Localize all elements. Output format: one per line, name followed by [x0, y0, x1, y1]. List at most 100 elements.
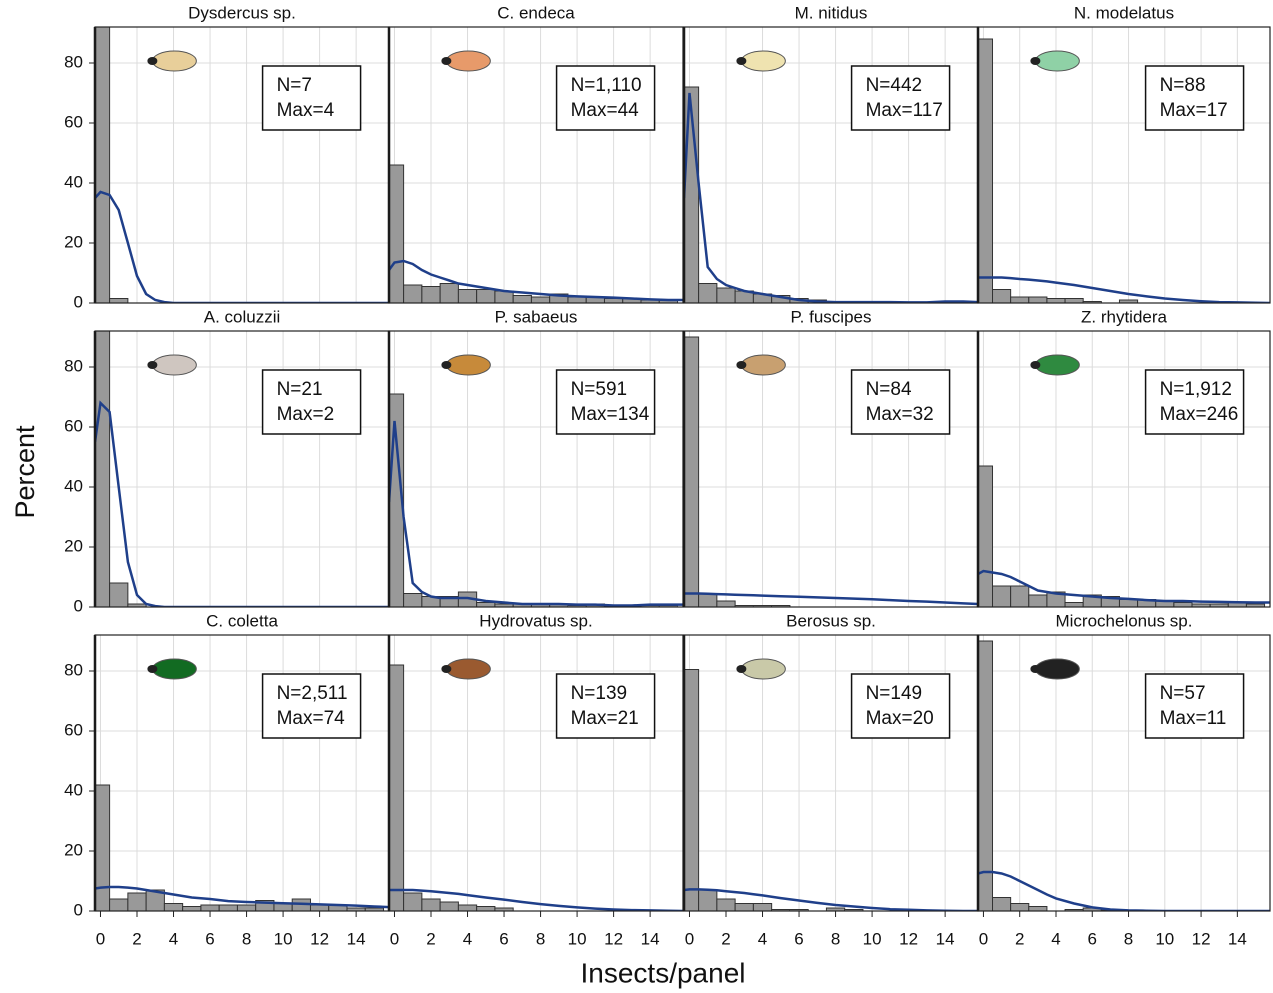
- density-curve: [978, 870, 1270, 911]
- bar: [1118, 299, 1139, 303]
- annotation-text: Max=44: [571, 100, 640, 121]
- bar: [789, 909, 809, 911]
- x-tick-label: 0: [96, 929, 105, 948]
- bar: [1082, 301, 1102, 303]
- bar: [457, 289, 478, 303]
- annotation-text: Max=246: [1160, 404, 1239, 425]
- panel-title: Berosus sp.: [786, 611, 876, 630]
- x-tick-label: 10: [1155, 929, 1174, 948]
- bar: [457, 904, 478, 911]
- annotation-text: Max=32: [866, 404, 934, 425]
- bar: [95, 27, 111, 303]
- y-tick-label: 0: [74, 292, 83, 311]
- bar: [716, 287, 736, 303]
- bar: [109, 582, 129, 607]
- panel: M. nitidus N=442 Max=117: [682, 3, 979, 304]
- panel: N. modelatus N=88 Max=17: [976, 3, 1271, 304]
- bar: [403, 593, 423, 607]
- panel-title: M. nitidus: [795, 3, 868, 22]
- bar: [530, 296, 551, 303]
- insect-icon-head: [1030, 665, 1041, 673]
- x-tick-label: 0: [685, 929, 694, 948]
- x-tick-label: 4: [463, 929, 472, 948]
- density-curve: [95, 885, 389, 909]
- x-tick-label: 8: [1124, 929, 1133, 948]
- insect-icon: [1034, 658, 1080, 680]
- panel-frame: [977, 330, 1271, 608]
- y-tick-label: 60: [64, 720, 83, 739]
- insect-icon-head: [147, 665, 158, 673]
- bar: [439, 901, 459, 911]
- annotation-box: [850, 65, 951, 131]
- bar: [698, 593, 718, 607]
- insect-icon-head: [147, 57, 158, 65]
- density-curve: [389, 259, 683, 302]
- x-tick-label: 0: [979, 929, 988, 948]
- bar: [494, 907, 514, 911]
- plot-area: [389, 664, 683, 911]
- bar: [1028, 296, 1048, 303]
- bar: [603, 298, 624, 303]
- bar: [182, 906, 202, 911]
- density-curve: [684, 888, 978, 911]
- bar: [1064, 602, 1084, 607]
- bar: [1010, 296, 1030, 303]
- insect-icon: [740, 658, 786, 680]
- panel-frame: [977, 26, 1271, 304]
- insect-icon-head: [1030, 57, 1041, 65]
- density-curve: [978, 276, 1270, 303]
- bar: [1173, 602, 1193, 607]
- panel-frame: [977, 634, 1271, 912]
- insect-icon-head: [441, 57, 452, 65]
- density-curve: [389, 420, 683, 607]
- bar: [109, 898, 129, 911]
- x-tick-label: 12: [1192, 929, 1211, 948]
- density-curve: [684, 592, 978, 606]
- annotation-text: N=1,110: [571, 75, 642, 96]
- y-tick-label: 20: [64, 232, 83, 251]
- insect-icon: [740, 50, 786, 72]
- plot-area: [95, 331, 389, 607]
- y-tick-label: 60: [64, 112, 83, 131]
- x-tick-label: 14: [936, 929, 955, 948]
- annotation-box: [261, 65, 362, 131]
- bar: [421, 286, 441, 303]
- x-tick-label: 8: [242, 929, 251, 948]
- bar: [163, 903, 184, 911]
- bar: [236, 904, 257, 911]
- density-curve: [389, 888, 683, 911]
- panel-title: Dysdercus sp.: [188, 3, 296, 22]
- x-tick-label: 12: [899, 929, 918, 948]
- panel: P. sabaeus N=591 Max=134: [387, 307, 684, 608]
- x-tick-label: 6: [794, 929, 803, 948]
- x-tick-label: 0: [390, 929, 399, 948]
- insect-icon-head: [736, 57, 747, 65]
- bar: [978, 640, 994, 911]
- bar: [992, 289, 1012, 303]
- bar: [716, 898, 736, 911]
- y-tick-label: 20: [64, 536, 83, 555]
- annotation-box: [1144, 673, 1245, 739]
- bar: [95, 331, 111, 607]
- insect-icon: [1034, 354, 1080, 376]
- panel-title: N. modelatus: [1074, 3, 1174, 22]
- annotation-box: [1144, 369, 1245, 435]
- panel: C. endeca N=1,110 Max=44: [387, 3, 684, 304]
- bar: [200, 904, 220, 911]
- bar: [127, 603, 147, 607]
- insect-icon-head: [736, 665, 747, 673]
- insect-icon: [740, 354, 786, 376]
- plot-area: [684, 336, 978, 607]
- insect-icon: [151, 354, 197, 376]
- x-tick-label: 8: [831, 929, 840, 948]
- annotation-text: Max=134: [571, 404, 650, 425]
- annotation-text: Max=17: [1160, 100, 1228, 121]
- insect-icon-head: [441, 665, 452, 673]
- plot-area: [978, 640, 1270, 911]
- insect-icon: [445, 354, 491, 376]
- y-tick-label: 40: [64, 172, 83, 191]
- x-tick-label: 6: [205, 929, 214, 948]
- bar: [95, 784, 111, 911]
- plot-area: [389, 164, 683, 303]
- bar: [1010, 585, 1030, 607]
